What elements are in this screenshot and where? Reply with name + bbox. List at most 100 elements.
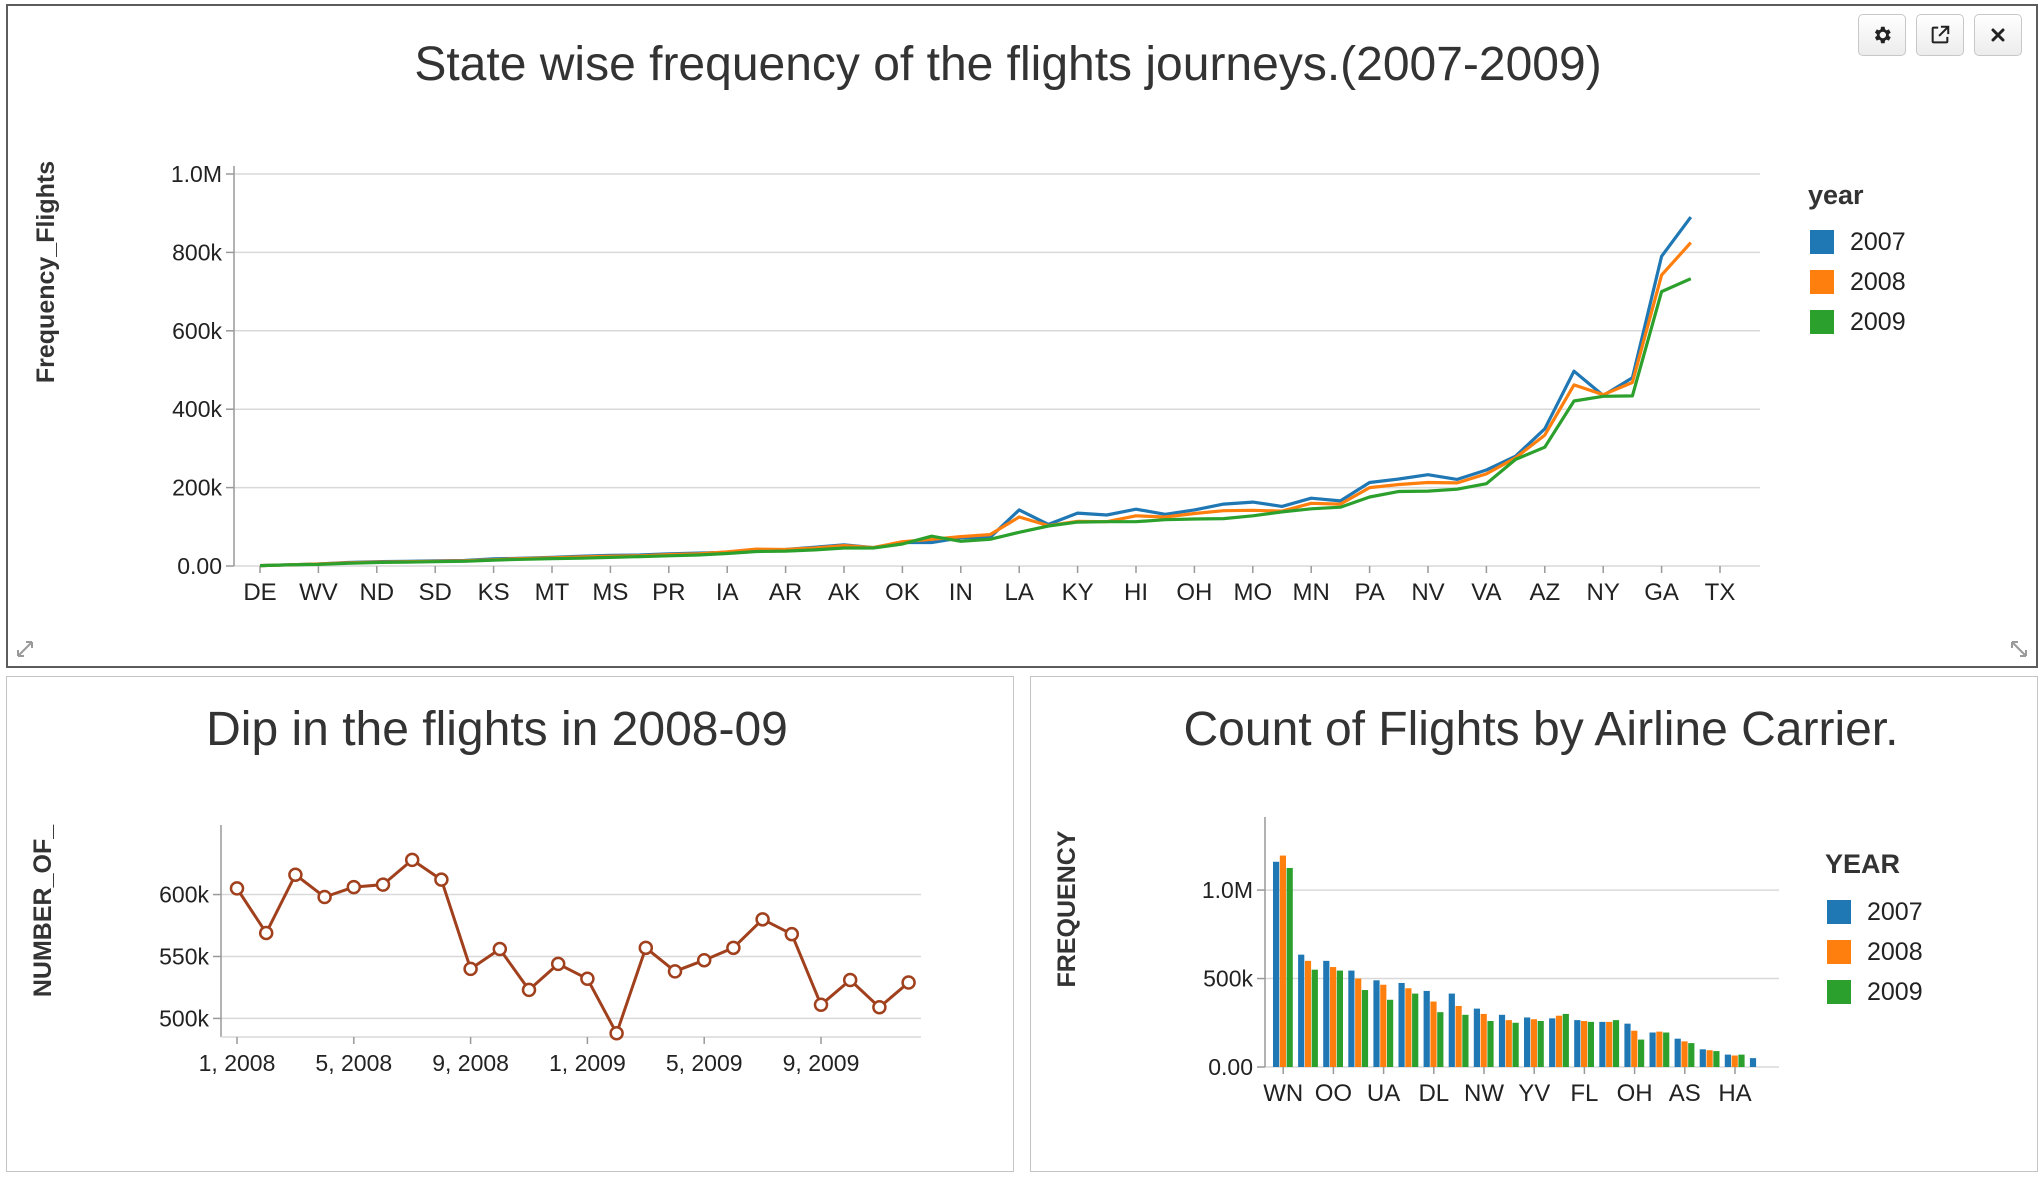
bar-2008 (1304, 960, 1312, 1067)
bar-2009 (1487, 1021, 1494, 1067)
bar-2008 (1455, 1005, 1462, 1067)
bar-2009 (1412, 993, 1419, 1067)
data-point (755, 912, 770, 927)
bar-2008 (1279, 855, 1286, 1067)
bar-2007 (1599, 1021, 1606, 1067)
data-point (784, 926, 800, 942)
bar-2007 (1348, 970, 1355, 1067)
open-external-button[interactable] (1916, 14, 1964, 56)
chart-title: Count of Flights by Airline Carrier. (1184, 703, 1899, 756)
x-tick-label: MO (1233, 579, 1272, 606)
data-point (492, 941, 508, 957)
monthly-dip-panel: Dip in the flights in 2008-09 NUMBER_OF_ 5… (6, 676, 1014, 1172)
x-tick-label: SD (419, 579, 452, 606)
legend-title: year (1808, 180, 1864, 210)
bar-2008 (1405, 988, 1412, 1067)
external-link-icon (1931, 25, 1950, 44)
bar-2008 (1505, 1020, 1512, 1067)
data-point (842, 972, 858, 988)
data-point (434, 872, 449, 887)
close-button[interactable] (1974, 14, 2022, 56)
resize-handle-right[interactable] (2008, 638, 2030, 660)
carrier-count-panel: Count of Flights by Airline Carrier. FREQ… (1030, 676, 2038, 1172)
y-tick-label: 400k (172, 396, 222, 422)
x-tick-label: NY (1587, 579, 1620, 606)
bar-2007 (1674, 1038, 1681, 1067)
x-tick-label: OK (885, 579, 920, 606)
y-tick-label: 500k (1203, 966, 1253, 992)
bar-2007 (1649, 1032, 1656, 1067)
legend-label: 2008 (1867, 938, 1923, 966)
data-point (288, 867, 303, 882)
panel-toolbar (1858, 14, 2022, 56)
state-frequency-panel: State wise frequency of the flights jour… (6, 4, 2038, 668)
bar-2008 (1631, 1030, 1638, 1067)
x-tick-label: NV (1411, 579, 1444, 606)
state-frequency-chart: State wise frequency of the flights jour… (32, 38, 1906, 606)
series-line-2009 (259, 277, 1692, 568)
data-point (375, 877, 391, 892)
x-tick-label: DL (1418, 1080, 1449, 1107)
x-tick-label: FL (1570, 1080, 1598, 1107)
bar-2008 (1681, 1041, 1688, 1067)
legend-title: YEAR (1825, 849, 1900, 879)
data-point (638, 940, 654, 956)
x-tick-label: HA (1718, 1080, 1751, 1107)
bar-2009 (1713, 1051, 1720, 1067)
x-tick-label: WN (1263, 1080, 1303, 1107)
data-point (901, 975, 916, 990)
bar-2007 (1699, 1049, 1706, 1067)
y-tick-label: 800k (172, 239, 222, 265)
legend-label: 2009 (1850, 308, 1906, 336)
x-tick-label: KY (1062, 579, 1094, 606)
y-axis-label: FREQUENCY (1053, 830, 1081, 987)
resize-handle-left[interactable] (14, 638, 36, 660)
y-tick-label: 1.0M (171, 161, 222, 187)
y-axis-label: Frequency_Flights (32, 161, 60, 383)
x-tick-label: OH (1617, 1080, 1653, 1107)
x-tick-label: 1, 2009 (549, 1050, 626, 1076)
bar-2009 (1688, 1043, 1695, 1067)
bar-2008 (1330, 967, 1337, 1067)
bar-2007 (1423, 990, 1430, 1067)
legend-label: 2007 (1867, 898, 1923, 926)
x-tick-label: 9, 2009 (783, 1050, 860, 1076)
x-tick-label: UA (1367, 1080, 1400, 1107)
x-tick-label: PR (652, 579, 685, 606)
x-tick-label: MT (535, 579, 570, 606)
legend-swatch-2009 (1810, 310, 1834, 334)
series-line-2007 (259, 216, 1693, 568)
data-point (258, 925, 274, 941)
bar-2007 (1473, 1008, 1480, 1067)
y-tick-label: 500k (159, 1005, 209, 1031)
data-point (609, 1026, 624, 1041)
legend-swatch-2008 (1810, 270, 1834, 294)
x-tick-label: IA (716, 579, 739, 606)
monthly-dip-chart: Dip in the flights in 2008-09 NUMBER_OF_ 5… (29, 703, 921, 1076)
bar-2008 (1480, 1013, 1487, 1067)
x-tick-label: ND (359, 579, 394, 606)
chart-title: State wise frequency of the flights jour… (414, 38, 1601, 91)
x-tick-label: AR (769, 579, 802, 606)
bar-2007 (1298, 954, 1305, 1067)
x-tick-label: GA (1644, 579, 1679, 606)
x-tick-label: HI (1124, 579, 1148, 606)
bar-2007 (1724, 1054, 1731, 1067)
bar-2009 (1286, 867, 1293, 1067)
x-tick-label: MS (592, 579, 628, 606)
bar-2009 (1537, 1021, 1544, 1067)
bar-2007 (1373, 980, 1380, 1067)
data-point (463, 961, 478, 977)
bar-2007 (1574, 1020, 1581, 1067)
x-tick-label: NW (1464, 1080, 1504, 1107)
data-point (317, 889, 332, 905)
x-tick-label: 9, 2008 (432, 1050, 509, 1076)
x-tick-label: DE (243, 579, 276, 606)
y-tick-label: 600k (172, 318, 222, 344)
resize-icon (2011, 641, 2027, 657)
bar-2009 (1738, 1054, 1745, 1067)
legend-label: 2008 (1850, 268, 1906, 296)
bar-2009 (1612, 1020, 1620, 1067)
settings-button[interactable] (1858, 14, 1906, 56)
bar-2009 (1437, 1012, 1444, 1067)
